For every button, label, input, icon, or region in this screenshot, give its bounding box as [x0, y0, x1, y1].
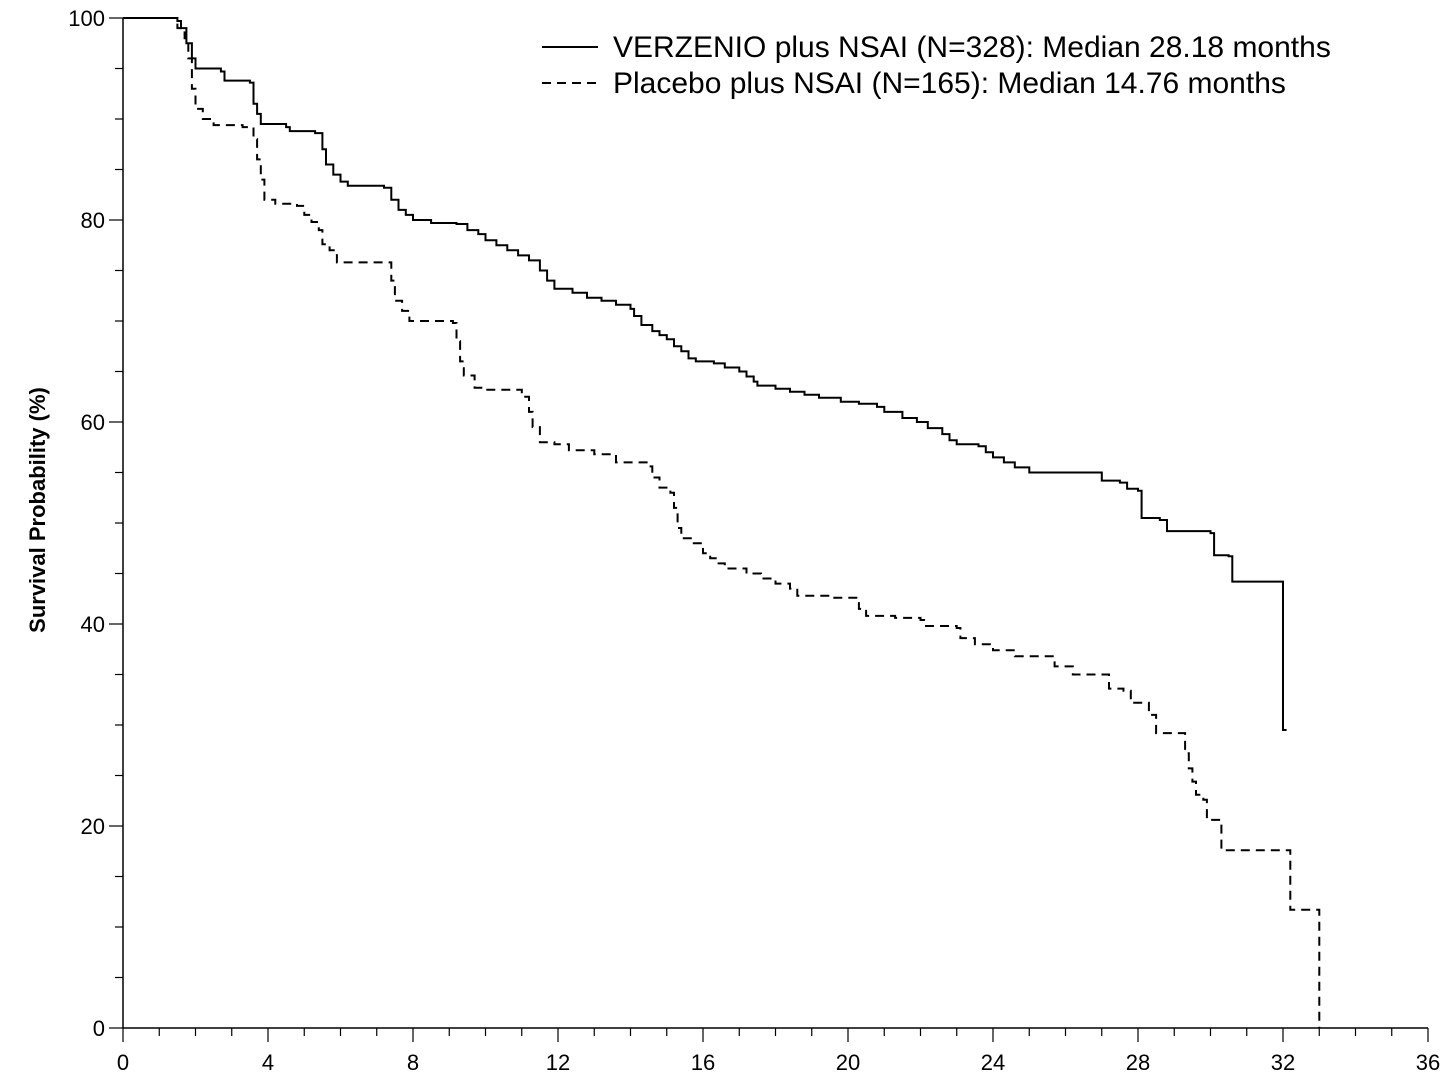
y-tick-label: 40	[81, 612, 105, 637]
x-tick-label: 16	[691, 1050, 715, 1075]
x-tick-label: 8	[407, 1050, 419, 1075]
series-line-placebo	[123, 17, 1321, 1028]
x-tick-label: 32	[1271, 1050, 1295, 1075]
y-tick-label: 60	[81, 410, 105, 435]
x-tick-label: 4	[262, 1050, 274, 1075]
legend: VERZENIO plus NSAI (N=328): Median 28.18…	[542, 31, 1331, 100]
series-lines	[123, 17, 1321, 1028]
x-tick-label: 20	[836, 1050, 860, 1075]
x-tick-label: 28	[1126, 1050, 1150, 1075]
y-tick-label: 20	[81, 814, 105, 839]
y-tick-label: 0	[93, 1016, 105, 1041]
x-tick-label: 0	[117, 1050, 129, 1075]
y-axis-title: Survival Probability (%)	[25, 387, 50, 633]
legend-label-verzenio: VERZENIO plus NSAI (N=328): Median 28.18…	[613, 31, 1331, 64]
y-tick-label: 80	[81, 208, 105, 233]
axes	[122, 18, 1428, 1029]
ticks: 0 4 8 12 16 20 24 28 32 36 0 20 40 60 80 100	[68, 6, 1440, 1075]
x-tick-label: 24	[981, 1050, 1005, 1075]
legend-label-placebo: Placebo plus NSAI (N=165): Median 14.76 …	[613, 67, 1286, 100]
series-line-verzenio	[123, 17, 1287, 731]
x-tick-label: 36	[1416, 1050, 1440, 1075]
y-tick-label: 100	[68, 6, 105, 31]
x-tick-label: 12	[546, 1050, 570, 1075]
